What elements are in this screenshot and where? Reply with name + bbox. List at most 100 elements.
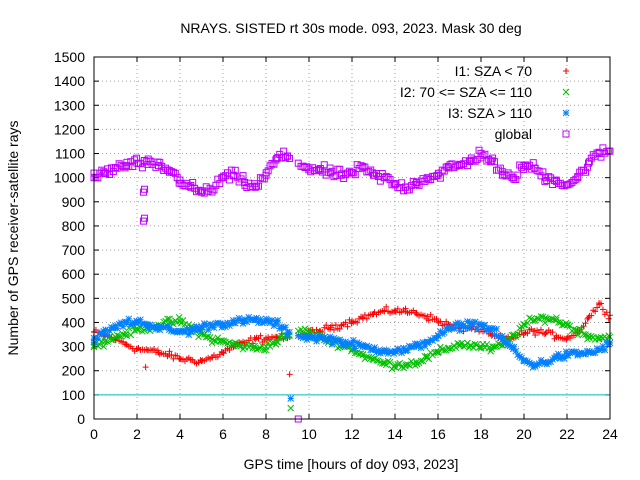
data-point: [570, 177, 578, 185]
data-point: [491, 331, 498, 339]
data-point: [427, 311, 434, 318]
data-point: [435, 348, 442, 356]
data-point: [473, 155, 481, 163]
data-point: [328, 340, 336, 348]
data-point: [210, 337, 218, 344]
data-point: [365, 353, 373, 361]
data-point: [487, 158, 495, 166]
data-point: [336, 326, 343, 333]
data-point: [354, 319, 361, 326]
data-point: [514, 171, 522, 179]
data-point: [392, 308, 399, 315]
series-2: [90, 313, 614, 373]
data-point: [382, 361, 390, 369]
data-point: [164, 353, 171, 360]
y-tick-label: 600: [62, 266, 86, 282]
data-point: [138, 164, 146, 172]
data-point: [463, 162, 471, 170]
data-point: [208, 186, 216, 194]
data-point: [286, 328, 293, 336]
data-point: [284, 152, 291, 160]
data-point: [177, 319, 185, 327]
data-point: [456, 327, 464, 335]
data-point: [603, 335, 611, 343]
data-point: [133, 326, 141, 334]
data-point: [421, 352, 429, 360]
data-point: [597, 300, 604, 307]
data-point: [340, 174, 348, 182]
data-point: [154, 347, 161, 354]
data-point: [285, 154, 293, 162]
outlier-point: [287, 395, 295, 402]
data-point: [541, 177, 549, 185]
data-point: [458, 339, 466, 347]
x-tick-label: 12: [344, 426, 360, 442]
data-point: [539, 168, 547, 176]
data-point: [212, 181, 220, 189]
data-point: [323, 322, 330, 329]
y-tick-label: 700: [62, 242, 86, 258]
data-point: [166, 348, 173, 355]
data-point: [369, 355, 376, 363]
data-point: [167, 168, 175, 176]
data-point: [262, 169, 270, 177]
data-point: [390, 363, 398, 370]
data-point: [268, 339, 276, 347]
data-point: [386, 176, 394, 184]
data-point: [469, 344, 477, 352]
outlier-point: [142, 364, 149, 371]
data-point: [549, 315, 556, 323]
data-point: [481, 150, 489, 158]
data-point: [587, 154, 595, 162]
data-point: [225, 176, 233, 184]
data-point: [301, 325, 309, 333]
data-point: [301, 164, 309, 172]
data-point: [508, 331, 516, 339]
data-point: [359, 350, 367, 358]
data-point: [545, 173, 553, 181]
data-point: [493, 325, 500, 333]
data-point: [574, 173, 582, 181]
data-point: [216, 180, 224, 188]
data-point: [140, 326, 148, 334]
data-point: [320, 161, 328, 169]
data-point: [436, 174, 444, 182]
data-point: [162, 164, 170, 172]
y-tick-label: 1000: [54, 170, 85, 186]
data-point: [491, 158, 499, 166]
x-tick-label: 20: [516, 426, 532, 442]
data-point: [125, 315, 133, 323]
legend-entry: global: [495, 126, 570, 142]
data-point: [529, 317, 537, 325]
data-point: [324, 168, 332, 176]
legend-marker: [562, 130, 570, 138]
y-axis-label: Number of GPS receiver-satellite rays: [5, 121, 21, 356]
data-point: [524, 330, 531, 337]
data-point: [329, 322, 336, 329]
outlier-point: [141, 214, 149, 222]
data-point: [264, 167, 272, 175]
data-point: [282, 153, 290, 161]
data-point: [183, 325, 191, 333]
data-point: [581, 168, 589, 176]
data-point: [406, 361, 413, 369]
legend-marker: [562, 109, 570, 117]
data-point: [605, 340, 613, 348]
data-point: [582, 331, 589, 338]
data-point: [378, 360, 386, 367]
legend-entry: I1: SZA < 70: [455, 63, 569, 79]
data-point: [514, 330, 522, 338]
outlier-point: [287, 404, 295, 412]
data-point: [220, 350, 227, 357]
x-tick-label: 24: [602, 426, 618, 442]
data-point: [454, 319, 462, 327]
plot-frame: [93, 56, 611, 420]
y-tick-label: 400: [62, 314, 86, 330]
data-point: [560, 355, 568, 362]
data-point: [316, 164, 324, 172]
data-point: [173, 318, 181, 326]
data-point: [475, 146, 483, 154]
data-point: [405, 186, 413, 194]
data-point: [564, 321, 572, 329]
data-point: [208, 188, 216, 196]
